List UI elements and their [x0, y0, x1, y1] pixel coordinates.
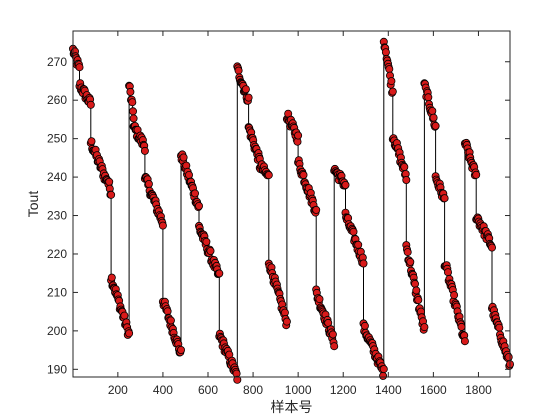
- y-tick-label: 250: [47, 132, 67, 146]
- data-point: [387, 77, 396, 86]
- data-point: [282, 317, 291, 326]
- data-point: [315, 295, 324, 304]
- data-point: [87, 137, 96, 146]
- data-point: [428, 107, 437, 116]
- data-point: [379, 371, 388, 380]
- x-tick-label: 200: [108, 383, 128, 397]
- data-point: [107, 273, 116, 282]
- data-point: [328, 330, 337, 339]
- data-point: [487, 243, 496, 252]
- data-point: [349, 227, 358, 236]
- data-point: [158, 221, 167, 230]
- data-point: [450, 291, 459, 300]
- y-tick-label: 200: [47, 324, 67, 338]
- data-point: [400, 162, 409, 171]
- x-tick-label: 1600: [420, 383, 447, 397]
- data-point: [294, 131, 303, 140]
- y-tick-label: 190: [47, 362, 67, 376]
- data-point: [128, 98, 137, 107]
- data-point: [354, 240, 363, 249]
- data-point: [460, 337, 469, 346]
- axes-box: [72, 30, 511, 378]
- data-point: [429, 113, 438, 122]
- data-point: [86, 100, 95, 109]
- data-point: [166, 316, 175, 325]
- data-point: [241, 85, 250, 94]
- data-point: [215, 269, 224, 278]
- y-tick-label: 220: [47, 247, 67, 261]
- data-point: [410, 279, 419, 288]
- data-point: [402, 175, 411, 184]
- y-tick-label: 240: [47, 170, 67, 184]
- data-point: [179, 153, 188, 162]
- data-point: [495, 323, 504, 332]
- data-point: [406, 257, 415, 266]
- data-point: [388, 87, 397, 96]
- data-point: [504, 353, 513, 362]
- data-point: [129, 114, 138, 123]
- y-axis-label: Tout: [25, 191, 41, 218]
- y-axis: 190 200 210 220 230 240 250 260 270: [47, 55, 510, 376]
- data-point: [120, 311, 129, 320]
- data-point: [457, 322, 466, 331]
- data-point: [233, 375, 242, 384]
- y-tick-label: 260: [47, 93, 67, 107]
- data-point: [379, 365, 388, 374]
- data-point: [234, 66, 243, 75]
- data-point: [144, 179, 153, 188]
- data-point: [381, 48, 390, 57]
- data-point: [403, 248, 412, 257]
- data-point: [341, 180, 350, 189]
- data-point: [128, 107, 137, 116]
- y-tick-label: 230: [47, 209, 67, 223]
- data-point: [440, 194, 449, 203]
- data-point: [190, 189, 199, 198]
- x-axis: 200 400 600 800 1000 1200 1400 1600 1800: [108, 31, 492, 397]
- data-point: [385, 65, 394, 74]
- data-point: [184, 170, 193, 179]
- data-point: [359, 259, 368, 268]
- x-tick-label: 1000: [285, 383, 312, 397]
- data-point: [264, 171, 273, 180]
- x-tick-label: 1800: [465, 383, 492, 397]
- x-tick-label: 600: [198, 383, 218, 397]
- data-point: [312, 205, 321, 214]
- data-point: [107, 190, 116, 199]
- data-point: [126, 87, 135, 96]
- data-point: [360, 321, 369, 330]
- data-point: [412, 286, 421, 295]
- data-point: [424, 93, 433, 102]
- x-tick-label: 400: [153, 383, 173, 397]
- data-point: [420, 323, 429, 332]
- data-point: [176, 345, 185, 354]
- data-point: [443, 268, 452, 277]
- x-tick-label: 1200: [330, 383, 357, 397]
- x-tick-label: 1400: [375, 383, 402, 397]
- data-point: [105, 177, 114, 186]
- x-axis-label: 样本号: [271, 400, 313, 416]
- data-point: [75, 63, 84, 72]
- data-point: [140, 146, 149, 155]
- data-point: [194, 201, 203, 210]
- data-point: [125, 329, 134, 338]
- data-point: [330, 342, 339, 351]
- y-tick-label: 210: [47, 285, 67, 299]
- data-point: [206, 246, 215, 255]
- data-point: [414, 295, 423, 304]
- x-tick-label: 800: [243, 383, 263, 397]
- data-point: [202, 237, 211, 246]
- plot-area: [69, 37, 514, 384]
- data-point: [472, 170, 481, 179]
- data-point: [299, 170, 308, 179]
- data-point: [431, 121, 440, 130]
- y-tick-label: 270: [47, 55, 67, 69]
- data-point: [244, 93, 253, 102]
